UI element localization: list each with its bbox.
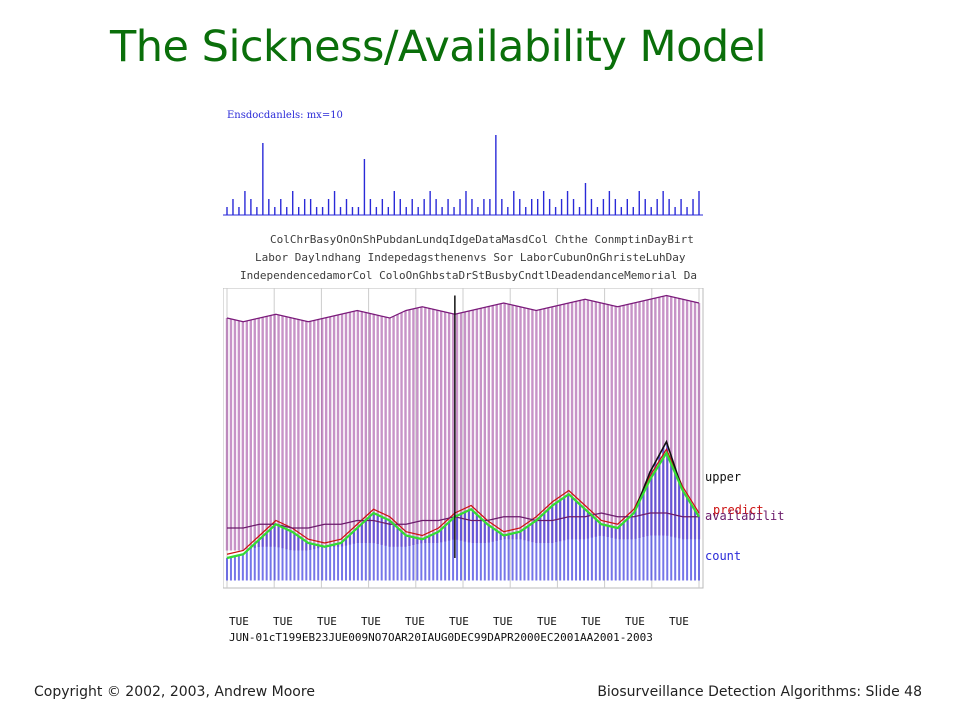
top-plot-label: Ensdocdanlels: mx=10 [227, 110, 343, 121]
figure: Ensdocdanlels: mx=10 ColChrBasyOnOnShPub… [215, 100, 815, 655]
top-spike-plot [223, 135, 703, 216]
footer-slide-number: Biosurveillance Detection Algorithms: Sl… [597, 684, 922, 700]
x-axis-day-label: TUE [405, 615, 425, 628]
x-axis-day-label: TUE [449, 615, 469, 628]
x-axis-day-label: TUE [493, 615, 513, 628]
series-label-upper: upper [705, 470, 742, 484]
series-line-availabilit [227, 512, 699, 529]
x-axis-day-label: TUE [229, 615, 249, 628]
x-axis-day-label: TUE [273, 615, 293, 628]
footer-copyright: Copyright © 2002, 2003, Andrew Moore [34, 684, 315, 700]
main-time-series-plot [223, 288, 704, 589]
series-label-count: count [705, 549, 742, 563]
series-label-availability: availabilit [705, 509, 785, 523]
x-axis-day-label: TUE [317, 615, 337, 628]
series-line-upper [226, 294, 700, 323]
series-line-predict [226, 447, 700, 555]
series-line-predict-green [226, 450, 700, 560]
series-label-predict: predict [713, 503, 764, 517]
x-axis-day-label: TUE [537, 615, 557, 628]
event-labels-row-1: ColChrBasyOnOnShPubdanLundqIdgeDataMasdC… [270, 233, 694, 246]
x-axis-day-label: TUE [669, 615, 689, 628]
event-labels-row-3: IndependencedamorCol ColoOnGhbstaDrStBus… [240, 269, 697, 282]
event-labels-row-2: Labor Daylndhang Indepedagsthenenvs Sor … [255, 251, 686, 264]
x-axis-day-label: TUE [625, 615, 645, 628]
x-axis-day-label: TUE [581, 615, 601, 628]
x-axis-date-labels: JUN-01cT199EB23JUE009NO7OAR20IAUG0DEC99D… [229, 631, 653, 644]
slide-title: The Sickness/Availability Model [110, 22, 767, 72]
x-axis-day-label: TUE [361, 615, 381, 628]
